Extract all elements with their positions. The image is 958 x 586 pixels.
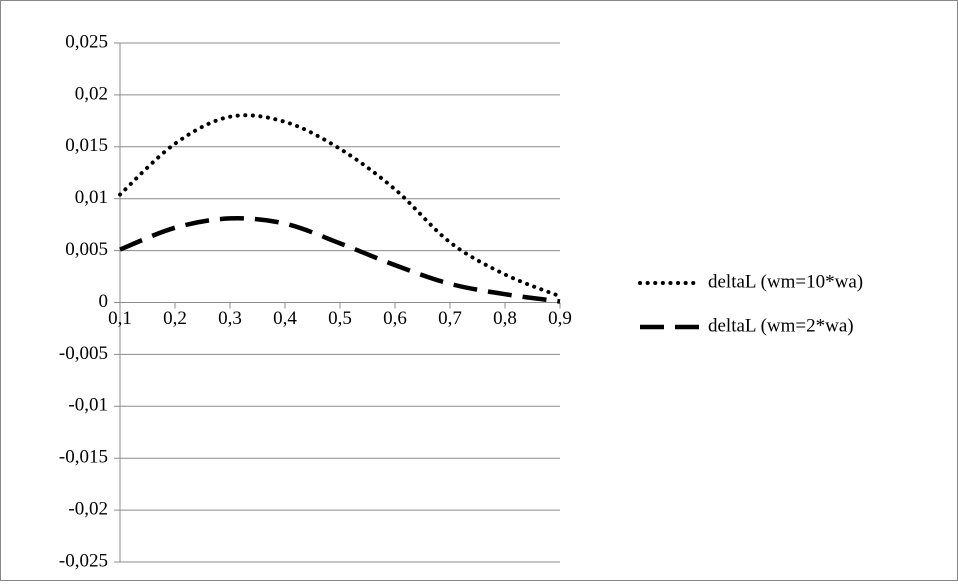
x-tick-label: 0,4 — [273, 308, 297, 329]
y-tick-label: 0,025 — [65, 31, 108, 52]
x-tick-label: 0,3 — [218, 308, 242, 329]
x-tick-label: 0,9 — [548, 308, 572, 329]
y-tick-label: 0 — [99, 291, 109, 312]
x-tick-label: 0,2 — [163, 308, 187, 329]
x-tick-label: 0,5 — [328, 308, 352, 329]
legend-label: deltaL (wm=2*wa) — [708, 315, 854, 336]
y-tick-label: -0,005 — [59, 343, 108, 364]
y-tick-label: 0,02 — [75, 83, 108, 104]
x-tick-label: 0,1 — [108, 308, 132, 329]
y-tick-label: -0,02 — [68, 498, 108, 519]
x-tick-label: 0,7 — [438, 308, 462, 329]
series-line — [119, 216, 561, 304]
y-tick-label: 0,005 — [65, 239, 108, 260]
y-tick-label: -0,01 — [68, 395, 108, 416]
y-tick-label: 0,015 — [65, 135, 108, 156]
y-tick-label: -0,015 — [59, 447, 108, 468]
y-tick-label: -0,025 — [59, 550, 108, 571]
x-tick-label: 0,8 — [493, 308, 517, 329]
series-line — [118, 113, 562, 299]
x-tick-label: 0,6 — [383, 308, 407, 329]
legend-label: deltaL (wm=10*wa) — [708, 271, 863, 292]
y-tick-label: 0,01 — [75, 187, 108, 208]
